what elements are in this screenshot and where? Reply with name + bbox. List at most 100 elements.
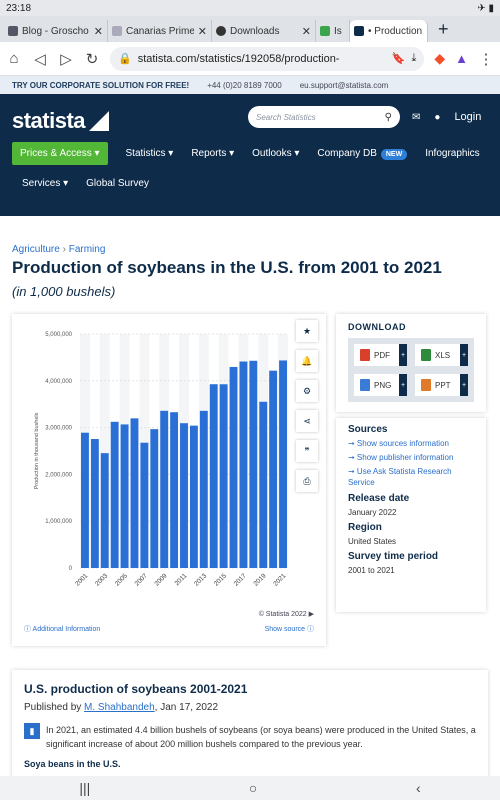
bar: [259, 401, 268, 568]
close-icon[interactable]: ✕: [301, 25, 311, 38]
byline-prefix: Published by: [24, 702, 82, 713]
menu-global-survey[interactable]: Global Survey: [86, 178, 149, 189]
additional-info-link[interactable]: ⓘ Additional Information: [24, 626, 101, 633]
tab-production[interactable]: • Production of: [350, 20, 428, 42]
plus-icon: +: [460, 344, 468, 366]
shield-favicon-icon: [216, 26, 226, 36]
reload-icon[interactable]: ↻: [85, 50, 99, 68]
x-tick-label: 2019: [252, 572, 267, 587]
forward-icon[interactable]: ▷: [60, 50, 72, 68]
y-tick-label: 3,000,000: [45, 426, 72, 432]
show-source-link[interactable]: Show source ⓘ: [264, 626, 314, 633]
tab-title: • Production of: [368, 25, 423, 37]
breadcrumb-agriculture[interactable]: Agriculture: [12, 244, 60, 255]
tab-title: Downloads: [230, 25, 280, 37]
android-nav-bar: ||| ○ ‹: [0, 776, 500, 800]
bar: [229, 366, 238, 568]
x-tick-label: 2015: [213, 572, 228, 587]
download-png-button[interactable]: PNG +: [354, 374, 407, 396]
rewards-icon[interactable]: ▲: [455, 51, 468, 66]
bar: [90, 439, 99, 568]
article-date: , Jan 17, 2022: [154, 702, 219, 713]
bar-chart: 0 1,000,000 2,000,000 3,000,000 4,000,000 5,0…: [34, 332, 288, 588]
tab-blog[interactable]: Blog - Groscho ✕: [4, 20, 108, 42]
ask-statista-link[interactable]: ➞ Use Ask Statista Research Service: [348, 467, 452, 487]
quote-icon[interactable]: ❞: [296, 440, 318, 462]
header-actions: ✉ ● Login: [412, 111, 481, 123]
account-icon[interactable]: ●: [434, 111, 441, 123]
region-value: United States: [348, 537, 397, 546]
support-email[interactable]: eu.support@statista.com: [299, 80, 389, 90]
tab-is[interactable]: Is C: [316, 20, 350, 42]
close-icon[interactable]: ✕: [93, 25, 103, 38]
breadcrumb: Agriculture › Farming: [12, 244, 105, 255]
menu-outlooks[interactable]: Outlooks ▾: [252, 148, 300, 159]
star-icon[interactable]: ★: [296, 320, 318, 342]
menu-label: Company DB: [317, 148, 377, 159]
search-input[interactable]: Search Statistics ⚲: [248, 106, 400, 128]
new-badge: NEW: [380, 149, 408, 160]
lock-icon: 🔒: [118, 53, 132, 65]
x-tick-label: 2003: [94, 572, 109, 587]
article-card: U.S. production of soybeans 2001-2021 Pu…: [12, 670, 488, 776]
author-link[interactable]: M. Shahbandeh: [84, 702, 155, 713]
download-ppt-button[interactable]: PPT +: [415, 374, 468, 396]
download-xls-button[interactable]: XLS +: [415, 344, 468, 366]
menu-infographics[interactable]: Infographics: [425, 148, 480, 159]
recents-icon[interactable]: |||: [79, 780, 91, 796]
menu-company-db[interactable]: Company DB NEW: [317, 148, 408, 160]
login-link[interactable]: Login: [454, 111, 482, 123]
bell-icon[interactable]: 🔔: [296, 350, 318, 372]
bar: [269, 370, 278, 568]
corporate-bar: TRY OUR CORPORATE SOLUTION FOR FREE! +44…: [0, 76, 500, 94]
doc-favicon-icon: [112, 26, 122, 36]
show-publisher-link[interactable]: ➞ Show publisher information: [348, 453, 454, 462]
corporate-link[interactable]: TRY OUR CORPORATE SOLUTION FOR FREE!: [12, 80, 190, 90]
y-tick-label: 2,000,000: [45, 472, 72, 478]
search-icon[interactable]: ⚲: [384, 111, 392, 123]
tab-title: Blog - Groscho: [22, 25, 89, 37]
gear-icon[interactable]: ⚙: [296, 380, 318, 402]
show-sources-link[interactable]: ➞ Show sources information: [348, 439, 449, 448]
breadcrumb-farming[interactable]: Farming: [68, 244, 106, 255]
menu-icon[interactable]: ⋮: [478, 50, 494, 68]
new-tab-icon[interactable]: +: [438, 19, 449, 39]
download-icon[interactable]: ⤓: [411, 52, 417, 64]
download-label: PNG: [374, 380, 392, 390]
bar: [100, 453, 109, 568]
ppt-file-icon: [421, 379, 431, 391]
pdf-file-icon: [360, 349, 370, 361]
home-nav-icon[interactable]: ○: [248, 780, 258, 796]
x-tick-label: 2009: [153, 572, 168, 587]
next-section-heading: Soya beans in the U.S.: [24, 759, 121, 769]
x-tick-label: 2017: [233, 572, 248, 587]
article-byline: Published by M. Shahbandeh, Jan 17, 2022: [24, 702, 476, 713]
bar: [81, 432, 89, 568]
download-label: PDF: [374, 350, 390, 360]
menu-statistics[interactable]: Statistics ▾: [125, 148, 174, 159]
chart-card: 0 1,000,000 2,000,000 3,000,000 4,000,000 5,0…: [12, 314, 326, 646]
sidebar: DOWNLOAD PDF + XLS + PNG + PPT + Sources ➞ S…: [336, 314, 486, 612]
bar: [130, 418, 139, 568]
statista-logo[interactable]: statista: [12, 108, 110, 134]
back-icon[interactable]: ◁: [34, 50, 46, 68]
home-icon[interactable]: ⌂: [9, 50, 19, 67]
tab-downloads[interactable]: Downloads ✕: [212, 20, 316, 42]
url-bar[interactable]: 🔒 statista.com/statistics/192058/product…: [110, 46, 425, 71]
menu-prices[interactable]: Prices & Access ▾: [12, 142, 108, 165]
bookmark-icon[interactable]: 🔖: [391, 53, 406, 65]
close-icon[interactable]: ✕: [197, 25, 207, 38]
browser-toolbar: ⌂ ◁ ▷ ↻ 🔒 statista.com/statistics/192058…: [0, 42, 500, 76]
share-icon[interactable]: ⋖: [296, 410, 318, 432]
print-icon[interactable]: ⎙: [296, 470, 318, 492]
menu-reports[interactable]: Reports ▾: [191, 148, 235, 159]
menu-services[interactable]: Services ▾: [22, 178, 69, 189]
y-tick-label: 0: [69, 566, 73, 572]
download-pdf-button[interactable]: PDF +: [354, 344, 407, 366]
tab-canarias[interactable]: Canarias Prime ✕: [108, 20, 212, 42]
mail-icon[interactable]: ✉: [412, 111, 421, 123]
back-nav-icon[interactable]: ‹: [415, 780, 421, 796]
brave-shield-icon[interactable]: ◆: [434, 50, 446, 66]
tab-title: Is C: [334, 25, 345, 37]
status-icons: ✈ ▮: [477, 2, 494, 14]
